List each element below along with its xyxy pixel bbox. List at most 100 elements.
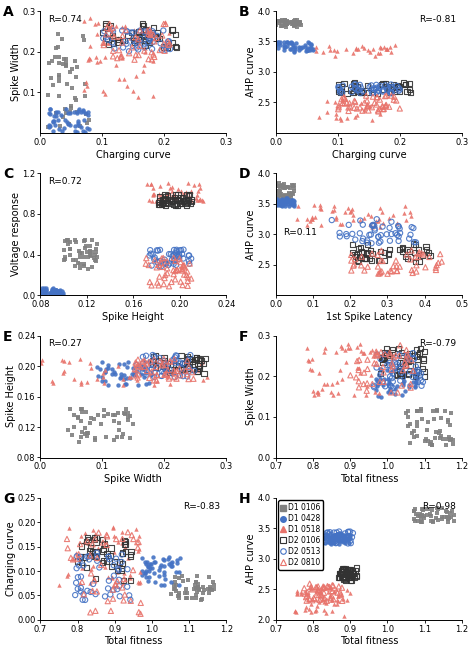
Point: [61, 104, 68, 115]
Point: [156, 192, 164, 202]
Point: [76, 551, 84, 561]
Point: [50, 116, 58, 126]
Point: [118, 432, 126, 442]
Point: [357, 86, 365, 96]
Point: [447, 408, 455, 418]
Point: [143, 359, 151, 369]
Point: [450, 516, 457, 526]
Point: [65, 523, 73, 533]
Point: [373, 346, 380, 357]
Point: [363, 95, 371, 106]
Point: [121, 546, 129, 556]
Point: [346, 538, 353, 548]
Point: [194, 582, 202, 592]
Point: [324, 537, 332, 547]
Point: [388, 364, 395, 375]
Point: [100, 556, 107, 566]
Point: [336, 529, 343, 540]
Point: [80, 31, 87, 42]
Point: [388, 359, 396, 369]
Point: [162, 369, 169, 379]
Point: [123, 80, 131, 91]
Point: [120, 595, 128, 606]
Text: R=0.11: R=0.11: [283, 228, 317, 237]
Point: [124, 31, 132, 41]
Point: [80, 589, 87, 599]
Point: [94, 371, 102, 381]
Point: [351, 249, 359, 259]
Point: [383, 91, 390, 101]
Point: [143, 366, 151, 376]
Point: [309, 595, 316, 606]
Point: [311, 606, 319, 616]
Point: [77, 404, 85, 414]
Point: [160, 569, 167, 580]
Point: [170, 259, 177, 269]
Point: [112, 579, 119, 589]
Point: [274, 16, 282, 26]
Point: [437, 431, 445, 441]
Point: [72, 235, 79, 245]
Point: [316, 203, 324, 214]
Point: [208, 585, 216, 595]
Point: [379, 101, 386, 111]
Point: [387, 265, 394, 276]
Point: [52, 286, 60, 297]
Point: [143, 565, 150, 576]
Point: [395, 231, 402, 242]
Point: [177, 276, 184, 287]
Point: [403, 87, 411, 97]
Point: [173, 362, 180, 372]
Point: [37, 288, 45, 299]
Point: [276, 196, 284, 206]
Point: [93, 244, 100, 254]
Point: [189, 367, 196, 378]
Point: [420, 371, 428, 381]
Point: [119, 428, 127, 439]
Point: [435, 258, 442, 268]
Point: [112, 534, 120, 544]
Point: [354, 44, 362, 54]
Point: [337, 536, 345, 546]
Point: [282, 199, 289, 209]
Point: [334, 596, 342, 606]
Point: [333, 527, 340, 538]
Point: [183, 355, 191, 366]
Point: [170, 250, 177, 260]
Point: [374, 231, 382, 242]
Point: [346, 370, 354, 381]
Point: [147, 179, 155, 189]
Point: [78, 557, 85, 568]
Point: [373, 359, 380, 369]
Point: [392, 256, 400, 266]
Point: [59, 59, 67, 69]
Point: [166, 379, 173, 390]
Point: [58, 126, 66, 136]
Point: [359, 106, 366, 116]
Point: [395, 82, 403, 92]
Point: [332, 113, 340, 124]
Point: [159, 359, 167, 370]
Point: [337, 567, 345, 577]
Point: [364, 261, 372, 272]
Point: [158, 253, 165, 263]
Point: [433, 513, 440, 524]
Point: [376, 104, 383, 114]
Point: [109, 523, 117, 533]
Point: [403, 350, 411, 361]
Point: [110, 547, 118, 557]
Point: [339, 566, 346, 576]
Point: [351, 112, 358, 123]
Point: [282, 20, 289, 31]
Point: [340, 572, 348, 582]
Point: [116, 373, 124, 383]
Point: [382, 100, 390, 111]
Point: [81, 429, 89, 439]
Point: [280, 179, 287, 190]
Point: [382, 349, 389, 359]
Point: [44, 121, 51, 132]
Point: [304, 42, 312, 53]
Point: [140, 372, 148, 382]
Point: [374, 349, 382, 360]
Point: [340, 532, 347, 542]
